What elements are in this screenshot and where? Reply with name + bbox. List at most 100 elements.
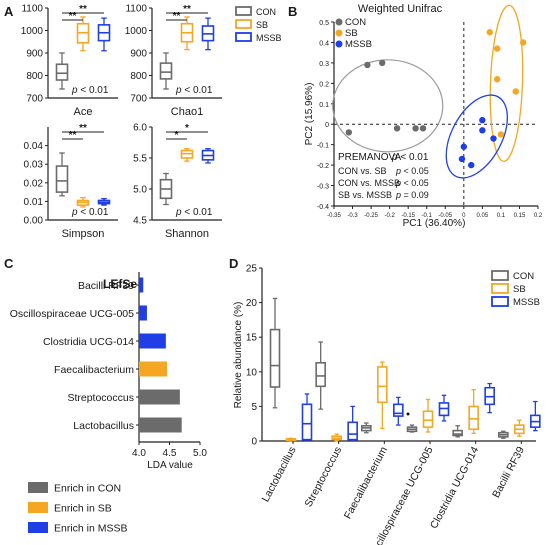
y-axis-title: PC2 (15.96%) (304, 83, 315, 146)
category-label: Clostridia UCG-014 (428, 445, 481, 531)
stats-p-value: p < 0.05 (395, 178, 429, 188)
point-sb (494, 45, 501, 52)
legend-swatch-sb (491, 283, 509, 294)
legend-label: Enrich in CON (54, 483, 121, 495)
category-label: Lactobacillus (73, 420, 134, 432)
legend-swatch-con (235, 6, 252, 16)
y-tick-label: 5 (251, 402, 257, 413)
box-con-box (452, 429, 463, 437)
y-tick-label: 20 (246, 298, 258, 309)
x-tick-label: -0.25 (364, 213, 378, 219)
y-tick-label: 0.2 (319, 81, 329, 88)
y-tick-label: 5.5 (133, 154, 147, 165)
legend-label: MSSB (256, 33, 282, 43)
category-label: Streptococcus (67, 392, 134, 404)
box-con-box (55, 63, 69, 81)
y-tick-label: 0.00 (24, 216, 44, 227)
sig-stars: ** (69, 11, 77, 22)
ellipse-sb (489, 4, 524, 162)
x-tick-label: 0.2 (534, 213, 543, 219)
legend-swatch-mssb (491, 296, 509, 307)
stats-p-value: p < 0.05 (395, 166, 429, 176)
category-label: Lactobacillus (260, 445, 299, 504)
box-con-box (315, 362, 326, 388)
point-con (379, 59, 386, 67)
y-tick-label: 0.3 (319, 61, 329, 68)
point-con (419, 125, 427, 132)
y-tick-label: 800 (130, 71, 147, 82)
x-axis-title: Chao1 (171, 106, 203, 118)
x-tick-label: 4.5 (163, 448, 177, 459)
outlier-point (406, 412, 410, 416)
category-label: Faecalibacterium (54, 364, 134, 376)
x-tick-label: 4.0 (132, 448, 146, 459)
sig-stars: ** (173, 11, 181, 22)
legend-label: MSSB (345, 39, 372, 50)
point-mssb (460, 143, 468, 150)
panel-letter-d: D (229, 256, 238, 271)
category-label: Streptococcus (302, 445, 344, 509)
pcoa-plot: Weighted Unifrac -0.4 -0.3 -0.2 -0.1 0 0.1 0.2 0… (304, 3, 543, 229)
legend-swatch-mssb (235, 32, 252, 42)
chart-title: LEfSe (103, 277, 137, 291)
point-mssb (479, 127, 486, 134)
ellipse-mssb (445, 94, 509, 179)
x-tick-label: -0.3 (347, 213, 358, 219)
abundance-plot: 0 5 10 15 20 25 Relative abundance (%) Lactobac… (233, 264, 541, 545)
point-con (364, 61, 371, 69)
stats-comparison: CON vs. SB (338, 166, 387, 176)
x-tick-label: 0 (462, 213, 466, 219)
category-label: Faecalibacterium (342, 445, 390, 521)
x-tick-label: 0.15 (514, 213, 526, 219)
sig-stars: * (175, 130, 179, 141)
point-sb (512, 88, 519, 95)
p-value-label: p < 0.01 (175, 85, 213, 96)
y-tick-label: 0.5 (319, 20, 329, 27)
y-tick-label: 800 (26, 71, 43, 82)
point-mssb (458, 155, 466, 163)
y-tick-label: 0.4 (319, 40, 329, 47)
y-tick-label: 1100 (125, 4, 147, 15)
y-tick-label: 4.5 (133, 216, 147, 227)
category-label: Bacilli RF39 (490, 445, 527, 500)
alpha-plot-shannon: 4.5 5.0 5.5 6.0 * * p < 0.01 Shannon (133, 123, 222, 240)
box-con-box (159, 62, 173, 80)
legend-swatch-sb (235, 19, 252, 29)
category-label: Oscillospiraceae UCG-005 (10, 308, 134, 320)
bar-con (139, 389, 180, 405)
y-tick-label: 15 (246, 333, 258, 344)
stats-comparison: CON vs. MSSB (338, 178, 400, 188)
y-tick-label: 0.01 (24, 197, 44, 208)
x-tick-label: -0.05 (438, 213, 452, 219)
y-tick-label: -0.1 (317, 143, 329, 150)
y-tick-label: -0.3 (317, 184, 329, 191)
sig-stars: ** (69, 130, 77, 141)
legend-label: CON (513, 271, 534, 282)
x-tick-label: -0.1 (422, 213, 433, 219)
y-tick-label: 900 (130, 49, 147, 60)
legend-label: Enrich in SB (54, 503, 112, 515)
bar-mssb (139, 277, 144, 293)
y-tick-label: 700 (26, 94, 43, 105)
point-sb (494, 76, 501, 83)
box-mssb-box (347, 421, 358, 441)
y-tick-label: 0.02 (24, 178, 44, 189)
y-tick-label: -0.2 (317, 163, 329, 170)
p-value-label: p < 0.01 (71, 85, 109, 96)
legend-marker-mssb (335, 40, 343, 48)
point-con (412, 125, 419, 132)
y-tick-label: 10 (246, 367, 258, 378)
legend-label: SB (345, 28, 358, 39)
y-tick-label: 6.0 (133, 123, 147, 134)
panel-letter-a: A (4, 4, 14, 19)
x-axis-title: Shannon (165, 228, 209, 240)
y-tick-label: 0.03 (24, 160, 44, 171)
legend-swatch-sb (28, 502, 48, 513)
chart-title: Weighted Unifrac (358, 3, 443, 15)
y-tick-label: 0.1 (319, 102, 329, 109)
legend-marker-sb (335, 29, 343, 37)
y-tick-label: 700 (130, 94, 147, 105)
stats-comparison: SB vs. MSSB (338, 190, 392, 200)
